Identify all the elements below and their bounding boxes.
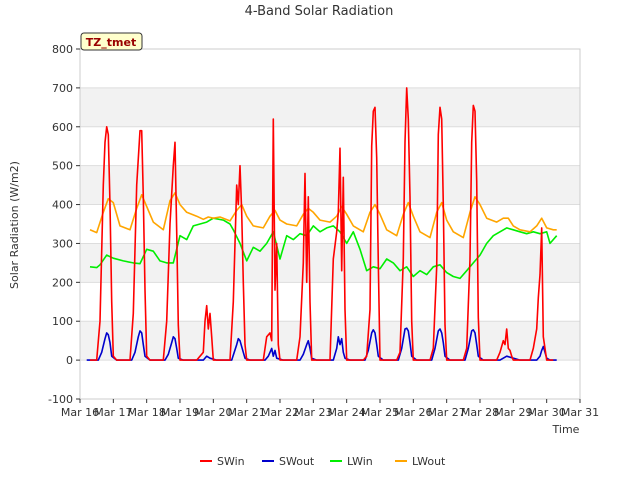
plot-frame bbox=[79, 48, 581, 400]
x-tick-label: Mar 25 bbox=[361, 406, 399, 419]
y-tick-label: 100 bbox=[52, 315, 73, 328]
y-axis-label: Solar Radiation (W/m2) bbox=[8, 161, 21, 289]
background-band bbox=[80, 87, 580, 127]
x-tick-label: Mar 19 bbox=[161, 406, 199, 419]
x-tick-label: Mar 31 bbox=[561, 406, 599, 419]
y-tick-label: 0 bbox=[66, 354, 73, 367]
x-tick-label: Mar 22 bbox=[261, 406, 299, 419]
x-tick-label: Mar 17 bbox=[94, 406, 132, 419]
y-tick-label: 200 bbox=[52, 276, 73, 289]
legend: SWin SWout LWin LWout bbox=[200, 455, 446, 468]
x-tick-label: Mar 21 bbox=[228, 406, 266, 419]
x-tick-label: Mar 27 bbox=[428, 406, 466, 419]
legend-label-swout: SWout bbox=[279, 455, 315, 468]
site-label-background bbox=[80, 32, 143, 51]
y-tick-label: -100 bbox=[48, 393, 73, 406]
background-band bbox=[80, 282, 580, 322]
background-band bbox=[80, 204, 580, 244]
background-band bbox=[80, 165, 580, 205]
legend-label-lwin: LWin bbox=[347, 455, 373, 468]
x-tick-label: Mar 30 bbox=[528, 406, 566, 419]
x-tick-label: Mar 16 bbox=[61, 406, 99, 419]
background-band bbox=[80, 49, 580, 88]
plot-background-bands bbox=[80, 49, 580, 399]
background-band bbox=[80, 360, 580, 399]
legend-label-swin: SWin bbox=[217, 455, 245, 468]
x-tick-label: Mar 23 bbox=[294, 406, 332, 419]
y-tick-label: 400 bbox=[52, 199, 73, 212]
series-layer bbox=[86, 87, 558, 361]
legend-label-lwout: LWout bbox=[412, 455, 446, 468]
y-tick-label: 500 bbox=[52, 160, 73, 173]
y-axis-ticks: -100 0 100 200 300 400 500 600 700 800 bbox=[48, 43, 80, 406]
site-label: TZ_tmet bbox=[86, 36, 136, 49]
x-tick-label: Mar 26 bbox=[394, 406, 432, 419]
x-tick-label: Mar 18 bbox=[128, 406, 166, 419]
background-band bbox=[80, 243, 580, 283]
chart-title: 4-Band Solar Radiation bbox=[245, 4, 394, 19]
y-tick-label: 600 bbox=[52, 121, 73, 134]
x-tick-label: Mar 20 bbox=[194, 406, 232, 419]
y-tick-label: 700 bbox=[52, 82, 73, 95]
x-axis-label: Time bbox=[552, 423, 580, 436]
series-line-lwout bbox=[89, 192, 557, 239]
background-band bbox=[80, 126, 580, 166]
y-tick-label: 800 bbox=[52, 43, 73, 56]
site-label-box: TZ_tmet bbox=[80, 32, 143, 51]
series-line-lwin bbox=[89, 217, 558, 280]
series-line-swin bbox=[90, 87, 554, 361]
x-tick-label: Mar 29 bbox=[494, 406, 532, 419]
x-tick-label: Mar 28 bbox=[461, 406, 499, 419]
y-tick-label: 300 bbox=[52, 237, 73, 250]
x-tick-label: Mar 24 bbox=[328, 406, 366, 419]
